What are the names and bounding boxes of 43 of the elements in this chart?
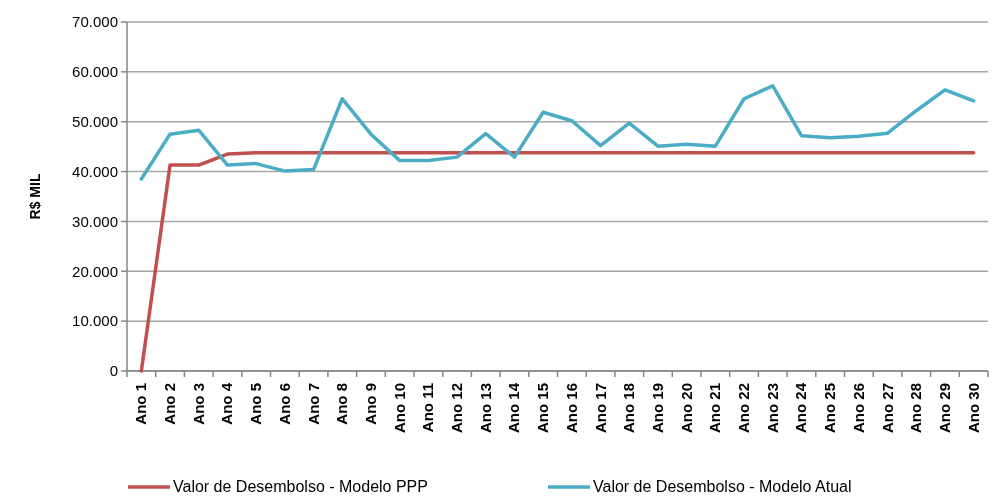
y-tick-label: 10.000 <box>72 312 118 330</box>
x-tick-label: Ano 28 <box>907 383 925 434</box>
x-tick-label: Ano 21 <box>706 383 724 434</box>
y-axis-title: R$ MIL <box>27 173 43 220</box>
x-tick-label: Ano 12 <box>448 383 466 434</box>
line-series <box>139 150 976 373</box>
x-tick-label: Ano 5 <box>247 383 265 425</box>
y-tick-label: 60.000 <box>72 63 118 81</box>
x-tick-label: Ano 8 <box>333 383 351 425</box>
x-tick-label: Ano 6 <box>275 383 293 425</box>
x-tick-label: Ano 18 <box>620 383 638 434</box>
x-tick-label: Ano 13 <box>476 383 494 434</box>
x-tick-label: Ano 10 <box>390 383 408 434</box>
x-tick-label: Ano 3 <box>189 383 207 425</box>
x-tick-label: Ano 29 <box>935 383 953 434</box>
x-tick-label: Ano 7 <box>304 383 322 425</box>
legend-label: Valor de Desembolso - Modelo Atual <box>593 478 852 495</box>
y-tick-label: 30.000 <box>72 212 118 230</box>
y-tick-label: 40.000 <box>72 162 118 180</box>
x-tick-label: Ano 4 <box>218 382 236 425</box>
x-tick-label: Ano 20 <box>677 383 695 434</box>
x-tick-label: Ano 2 <box>161 383 179 425</box>
x-tick-label: Ano 11 <box>419 383 437 433</box>
y-tick-label: 20.000 <box>72 262 118 280</box>
x-tick-label: Ano 24 <box>792 382 810 434</box>
x-tick-label: Ano 26 <box>849 383 867 434</box>
line-series <box>139 84 976 181</box>
x-tick-label: Ano 30 <box>964 383 982 434</box>
x-tick-label: Ano 14 <box>505 382 523 434</box>
x-tick-label: Ano 9 <box>361 383 379 425</box>
x-tick-label: Ano 27 <box>878 383 896 434</box>
x-tick-label: Ano 22 <box>735 383 753 434</box>
x-tick-label: Ano 23 <box>763 383 781 434</box>
x-tick-label: Ano 15 <box>534 383 552 434</box>
y-tick-label: 50.000 <box>72 112 118 130</box>
x-tick-label: Ano 1 <box>132 383 150 425</box>
y-tick-label: 0 <box>109 362 118 380</box>
x-tick-label: Ano 25 <box>821 383 839 434</box>
x-tick-label: Ano 17 <box>591 383 609 434</box>
x-tick-label: Ano 16 <box>562 383 580 434</box>
x-tick-label: Ano 19 <box>648 383 666 434</box>
legend-label: Valor de Desembolso - Modelo PPP <box>173 478 428 495</box>
y-tick-label: 70.000 <box>72 13 118 31</box>
